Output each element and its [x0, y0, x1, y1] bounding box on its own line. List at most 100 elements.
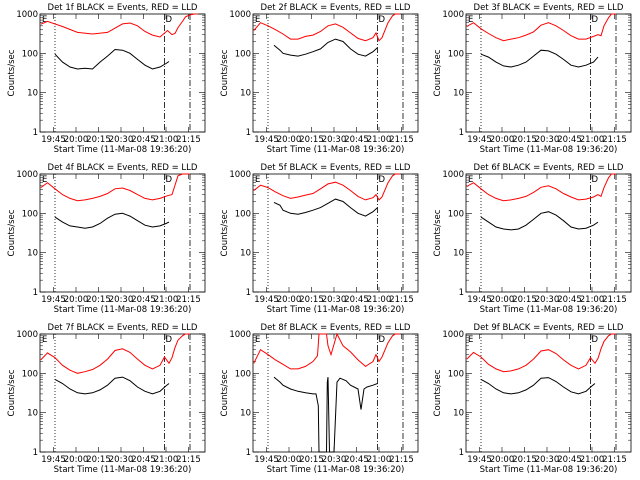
series-lld-line: [466, 333, 616, 373]
annotation-e: E: [42, 335, 47, 345]
chart-title: Det 3f BLACK = Events, RED = LLD: [474, 3, 624, 13]
x-tick-label: 20:30: [109, 295, 134, 305]
chart-panel: Det 6f BLACK = Events, RED = LLD 1 10 100 10…: [426, 160, 639, 320]
y-tick-label: 100: [448, 209, 464, 219]
annotation-d: D: [592, 175, 599, 185]
x-tick-label: 19:45: [254, 295, 279, 305]
x-tick-label: 20:00: [490, 455, 515, 465]
x-tick-label: 20:15: [86, 135, 111, 145]
y-tick-label: 1000: [442, 170, 464, 180]
x-axis-label: Start Time (11-Mar-08 19:36:20): [54, 145, 192, 155]
x-tick-label: 21:15: [389, 455, 414, 465]
y-axis-label: Counts/sec: [220, 369, 230, 416]
chart-svg: Det 4f BLACK = Events, RED = LLD 1 10 100 10…: [7, 163, 206, 315]
annotation-d: D: [379, 175, 386, 185]
chart-svg: Det 1f BLACK = Events, RED = LLD 1 10 100 10…: [7, 3, 206, 155]
plot-frame: [465, 333, 632, 453]
y-tick-label: 100: [235, 49, 251, 59]
x-tick-label: 20:15: [299, 135, 324, 145]
y-tick-label: 10: [27, 89, 38, 99]
series-lld-line: [466, 173, 616, 202]
y-tick-label: 100: [22, 369, 38, 379]
annotation-d: D: [592, 15, 599, 25]
series-lld-line: [253, 13, 400, 42]
chart-svg: Det 3f BLACK = Events, RED = LLD 1 10 100 10…: [433, 3, 632, 155]
chart-panel: Det 3f BLACK = Events, RED = LLD 1 10 100 10…: [426, 0, 639, 160]
chart-title: Det 7f BLACK = Events, RED = LLD: [48, 323, 198, 333]
x-axis-label: Start Time (11-Mar-08 19:36:20): [54, 465, 192, 475]
x-tick-label: 19:45: [254, 135, 279, 145]
x-tick-label: 21:00: [154, 135, 179, 145]
y-tick-label: 1: [33, 128, 38, 138]
x-tick-label: 20:45: [344, 295, 369, 305]
y-tick-label: 100: [235, 369, 251, 379]
y-axis-label: Counts/sec: [220, 209, 230, 256]
x-tick-label: 21:00: [580, 295, 605, 305]
series-lld-line: [40, 333, 190, 374]
y-tick-label: 100: [448, 49, 464, 59]
x-tick-label: 20:15: [299, 295, 324, 305]
x-tick-label: 20:45: [131, 295, 156, 305]
x-tick-label: 21:00: [580, 455, 605, 465]
x-tick-label: 20:30: [109, 455, 134, 465]
x-tick-label: 19:45: [467, 135, 492, 145]
y-axis-label: Counts/sec: [433, 369, 443, 416]
annotation-e: E: [255, 335, 260, 345]
annotation-d: D: [166, 15, 173, 25]
x-axis-label: Start Time (11-Mar-08 19:36:20): [54, 305, 192, 315]
x-tick-label: 21:15: [602, 455, 627, 465]
x-tick-label: 21:15: [602, 135, 627, 145]
y-tick-label: 1000: [442, 10, 464, 20]
x-tick-label: 20:00: [490, 295, 515, 305]
x-tick-label: 20:45: [344, 455, 369, 465]
y-tick-label: 1: [33, 288, 38, 298]
chart-title: Det 5f BLACK = Events, RED = LLD: [261, 163, 411, 173]
y-tick-label: 1000: [16, 10, 38, 20]
x-tick-label: 21:15: [176, 295, 201, 305]
series-events-line: [480, 49, 599, 68]
y-tick-label: 1000: [229, 330, 251, 340]
x-tick-label: 21:15: [176, 455, 201, 465]
series-lld-line: [40, 173, 190, 202]
series-lld-line: [253, 332, 400, 370]
y-tick-label: 1: [459, 288, 464, 298]
annotation-e: E: [468, 335, 473, 345]
series-events-line: [273, 198, 378, 217]
x-tick-label: 20:15: [86, 455, 111, 465]
annotation-d: D: [166, 175, 173, 185]
x-tick-label: 20:45: [344, 135, 369, 145]
y-tick-label: 1000: [16, 330, 38, 340]
chart-svg: Det 6f BLACK = Events, RED = LLD 1 10 100 10…: [433, 163, 632, 315]
chart-panel: Det 1f BLACK = Events, RED = LLD 1 10 100 10…: [0, 0, 213, 160]
x-tick-label: 20:30: [322, 295, 347, 305]
chart-panel: Det 2f BLACK = Events, RED = LLD 1 10 100 10…: [213, 0, 426, 160]
chart-title: Det 2f BLACK = Events, RED = LLD: [261, 3, 411, 13]
x-tick-label: 20:00: [277, 455, 302, 465]
annotation-d: D: [379, 15, 386, 25]
x-tick-label: 21:00: [154, 455, 179, 465]
y-tick-label: 1000: [16, 170, 38, 180]
x-tick-label: 19:45: [41, 135, 66, 145]
x-tick-label: 19:45: [254, 455, 279, 465]
x-tick-label: 20:15: [512, 295, 537, 305]
chart-title: Det 8f BLACK = Events, RED = LLD: [261, 323, 411, 333]
y-tick-label: 10: [240, 249, 251, 259]
plot-frame: [252, 173, 419, 293]
y-tick-label: 10: [27, 249, 38, 259]
x-tick-label: 20:30: [322, 135, 347, 145]
series-events-line: [480, 211, 599, 231]
x-tick-label: 20:30: [535, 135, 560, 145]
x-tick-label: 19:45: [467, 295, 492, 305]
chart-title: Det 4f BLACK = Events, RED = LLD: [48, 163, 198, 173]
y-tick-label: 100: [235, 209, 251, 219]
x-axis-label: Start Time (11-Mar-08 19:36:20): [267, 145, 405, 155]
x-tick-label: 21:15: [389, 135, 414, 145]
y-tick-label: 1: [33, 448, 38, 458]
y-axis-label: Counts/sec: [7, 369, 17, 416]
x-axis-label: Start Time (11-Mar-08 19:36:20): [480, 305, 618, 315]
annotation-e: E: [468, 15, 473, 25]
chart-panel: Det 9f BLACK = Events, RED = LLD 1 10 100 10…: [426, 320, 639, 480]
x-tick-label: 21:00: [154, 295, 179, 305]
series-events-line: [54, 376, 170, 395]
y-tick-label: 1: [246, 288, 251, 298]
